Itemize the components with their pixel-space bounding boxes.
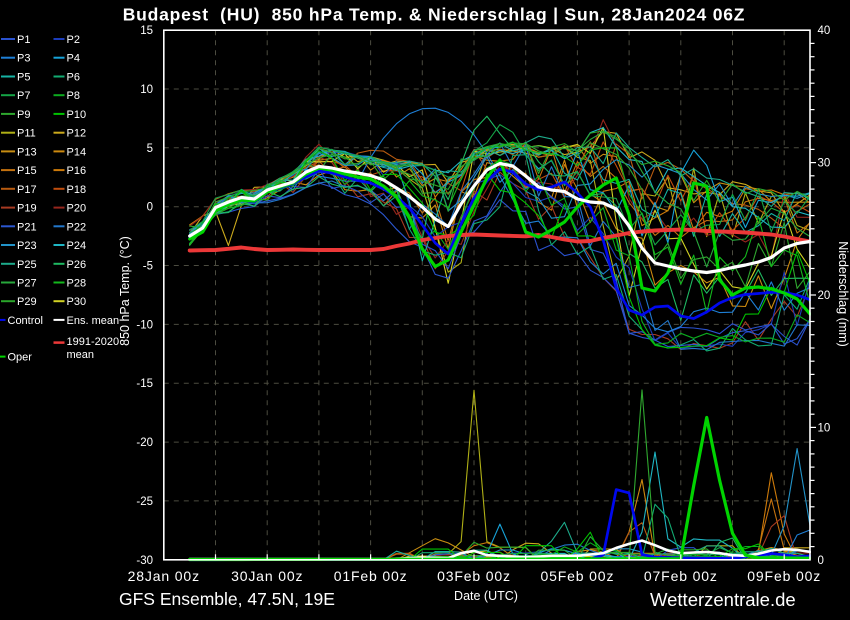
svg-text:P3: P3 — [17, 53, 30, 65]
svg-text:20: 20 — [818, 290, 831, 302]
svg-text:P2: P2 — [67, 34, 80, 46]
svg-text:5: 5 — [147, 143, 153, 155]
svg-text:P9: P9 — [17, 109, 30, 121]
svg-text:P19: P19 — [17, 203, 37, 215]
svg-text:P10: P10 — [67, 109, 87, 121]
svg-text:P12: P12 — [67, 128, 87, 140]
svg-text:09Feb 00z: 09Feb 00z — [747, 568, 821, 584]
svg-text:P22: P22 — [67, 221, 87, 233]
svg-text:Oper: Oper — [8, 352, 33, 364]
svg-text:GFS Ensemble, 47.5N, 19E: GFS Ensemble, 47.5N, 19E — [119, 589, 335, 609]
svg-text:850 hPa Temp. (°C): 850 hPa Temp. (°C) — [118, 236, 132, 346]
svg-text:-25: -25 — [136, 496, 153, 508]
svg-text:15: 15 — [140, 25, 153, 37]
svg-text:P29: P29 — [17, 296, 37, 308]
svg-text:01Feb 00z: 01Feb 00z — [334, 568, 408, 584]
svg-text:P18: P18 — [67, 184, 87, 196]
svg-text:-5: -5 — [143, 261, 153, 273]
svg-text:P8: P8 — [67, 90, 80, 102]
svg-text:P23: P23 — [17, 240, 37, 252]
svg-text:Control: Control — [8, 315, 43, 327]
svg-text:1991-2020: 1991-2020 — [67, 336, 120, 348]
svg-text:Budapest (HU) 850 hPa Temp.: Budapest (HU) 850 hPa Temp. & Niederschl… — [123, 5, 746, 25]
svg-text:P21: P21 — [17, 221, 37, 233]
svg-text:Wetterzentrale.de: Wetterzentrale.de — [650, 589, 796, 610]
svg-text:P26: P26 — [67, 259, 87, 271]
svg-text:P20: P20 — [67, 203, 87, 215]
svg-text:40: 40 — [818, 25, 831, 37]
svg-text:05Feb 00z: 05Feb 00z — [540, 568, 614, 584]
svg-text:0: 0 — [147, 202, 153, 214]
svg-text:-15: -15 — [136, 378, 153, 390]
svg-text:-10: -10 — [136, 319, 153, 331]
svg-text:10: 10 — [140, 84, 153, 96]
svg-text:P27: P27 — [17, 278, 37, 290]
svg-text:P28: P28 — [67, 278, 87, 290]
svg-text:P1: P1 — [17, 34, 30, 46]
svg-text:Ens. mean: Ens. mean — [67, 315, 120, 327]
svg-text:P5: P5 — [17, 72, 30, 84]
svg-text:P13: P13 — [17, 146, 37, 158]
svg-text:P14: P14 — [67, 146, 87, 158]
svg-text:P15: P15 — [17, 165, 37, 177]
svg-text:P25: P25 — [17, 259, 37, 271]
svg-text:Date (UTC): Date (UTC) — [454, 589, 518, 603]
svg-text:P16: P16 — [67, 165, 87, 177]
svg-text:-30: -30 — [136, 555, 153, 567]
svg-text:03Feb 00z: 03Feb 00z — [437, 568, 511, 584]
svg-text:07Feb 00z: 07Feb 00z — [644, 568, 718, 584]
svg-text:mean: mean — [67, 349, 95, 361]
svg-text:30Jan 00z: 30Jan 00z — [231, 568, 303, 584]
svg-text:10: 10 — [818, 422, 831, 434]
svg-text:P11: P11 — [17, 128, 36, 140]
svg-text:P4: P4 — [67, 53, 80, 65]
svg-text:P24: P24 — [67, 240, 87, 252]
svg-text:30: 30 — [818, 158, 831, 170]
svg-text:P6: P6 — [67, 72, 80, 84]
svg-text:P30: P30 — [67, 296, 87, 308]
svg-text:P7: P7 — [17, 90, 30, 102]
svg-text:Niederschlag (mm): Niederschlag (mm) — [836, 241, 850, 347]
svg-text:-20: -20 — [136, 437, 153, 449]
svg-text:0: 0 — [818, 555, 824, 567]
svg-text:P17: P17 — [17, 184, 37, 196]
svg-text:28Jan 00z: 28Jan 00z — [128, 568, 200, 584]
